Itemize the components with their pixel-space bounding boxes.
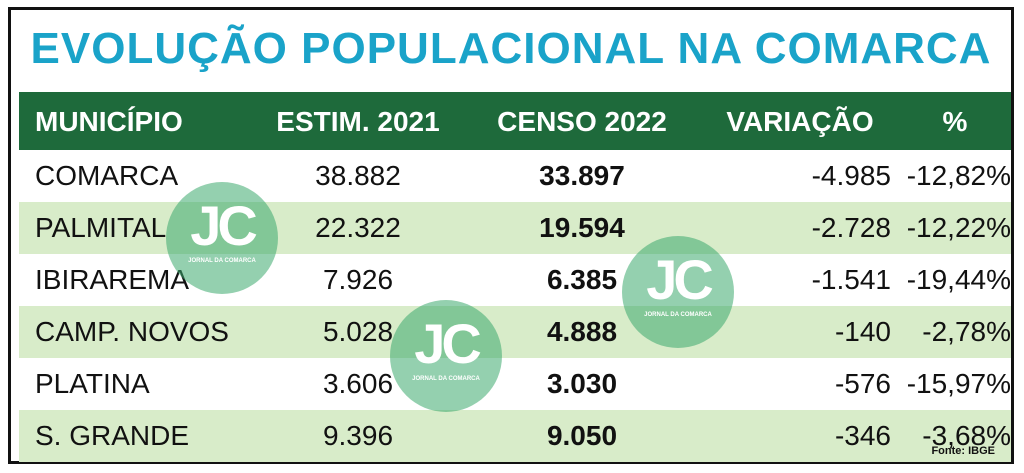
cell-estim: 3.606 <box>322 368 394 399</box>
cell-censo: 3.030 <box>546 368 618 399</box>
cell-variacao: -576 <box>834 368 891 399</box>
watermark-logo-mark: JC <box>646 248 714 311</box>
cell-estim: 7.926 <box>322 264 394 295</box>
cell-variacao: -346 <box>834 420 891 451</box>
watermark-logo-text: JORNAL DA COMARCA <box>188 258 256 264</box>
cell-percent: -12,22% <box>906 212 1011 243</box>
source-note: Fonte: IBGE <box>931 445 995 457</box>
table-row: PLATINA 3.606 3.030 -576 -15,97% <box>19 358 1011 410</box>
table-row: IBIRAREMA 7.926 6.385 -1.541 -19,44% <box>19 254 1011 306</box>
cell-censo: 4.888 <box>546 316 618 347</box>
watermark-logo: JC JORNAL DA COMARCA <box>390 300 502 412</box>
table-frame: EVOLUÇÃO POPULACIONAL NA COMARCA MUNICÍP… <box>8 7 1014 464</box>
header-censo-2022: CENSO 2022 <box>497 106 667 137</box>
cell-percent: -15,97% <box>906 368 1011 399</box>
watermark-logo-mark: JC <box>414 312 482 375</box>
cell-estim: 38.882 <box>315 160 401 191</box>
cell-municipio: COMARCA <box>35 160 179 191</box>
cell-estim: 5.028 <box>322 316 394 347</box>
header-municipio: MUNICÍPIO <box>35 106 183 137</box>
cell-variacao: -2.728 <box>811 212 891 243</box>
header-estim-2021: ESTIM. 2021 <box>276 106 440 137</box>
cell-percent: -19,44% <box>906 264 1011 295</box>
cell-estim: 9.396 <box>322 420 394 451</box>
cell-municipio: IBIRAREMA <box>35 264 190 295</box>
table-row: CAMP. NOVOS 5.028 4.888 -140 -2,78% <box>19 306 1011 358</box>
watermark-logo-mark: JC <box>190 194 258 257</box>
page-title: EVOLUÇÃO POPULACIONAL NA COMARCA <box>30 24 992 73</box>
cell-censo: 9.050 <box>546 420 618 451</box>
watermark-logo-text: JORNAL DA COMARCA <box>412 376 480 382</box>
cell-percent: -2,78% <box>922 316 1011 347</box>
cell-censo: 33.897 <box>539 160 625 191</box>
cell-municipio: S. GRANDE <box>35 420 190 451</box>
watermark-logo: JC JORNAL DA COMARCA <box>622 236 734 348</box>
watermark-logo-text: JORNAL DA COMARCA <box>644 312 712 318</box>
cell-percent: -12,82% <box>906 160 1011 191</box>
cell-municipio: CAMP. NOVOS <box>35 316 229 347</box>
cell-municipio: PLATINA <box>35 368 150 399</box>
cell-variacao: -4.985 <box>811 160 891 191</box>
cell-variacao: -1.541 <box>811 264 891 295</box>
table-header: MUNICÍPIO ESTIM. 2021 CENSO 2022 VARIAÇÃ… <box>19 92 1011 150</box>
header-percent: % <box>942 106 968 137</box>
cell-censo: 6.385 <box>546 264 618 295</box>
cell-variacao: -140 <box>834 316 891 347</box>
cell-estim: 22.322 <box>315 212 401 243</box>
watermark-logo: JC JORNAL DA COMARCA <box>166 182 278 294</box>
cell-censo: 19.594 <box>539 212 625 243</box>
table-row: COMARCA 38.882 33.897 -4.985 -12,82% <box>19 150 1011 202</box>
table-row: S. GRANDE 9.396 9.050 -346 -3,68% <box>19 410 1011 462</box>
cell-municipio: PALMITAL <box>35 212 167 243</box>
header-variacao: VARIAÇÃO <box>726 106 874 137</box>
cell-percent: -3,68% <box>922 420 1011 451</box>
